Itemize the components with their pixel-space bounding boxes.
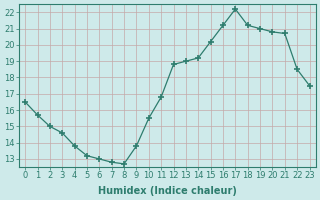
X-axis label: Humidex (Indice chaleur): Humidex (Indice chaleur) — [98, 186, 237, 196]
